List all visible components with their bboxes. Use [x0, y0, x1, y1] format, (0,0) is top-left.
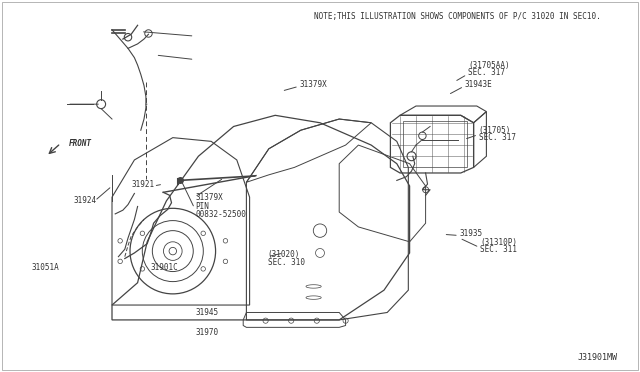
Text: (31310P): (31310P) — [480, 238, 517, 247]
Text: 00832-52500: 00832-52500 — [195, 210, 246, 219]
Text: 31935: 31935 — [460, 229, 483, 238]
Text: 31921: 31921 — [131, 180, 154, 189]
Text: (31705): (31705) — [479, 126, 511, 135]
Text: NOTE;THIS ILLUSTRATION SHOWS COMPONENTS OF P/C 31020 IN SEC10.: NOTE;THIS ILLUSTRATION SHOWS COMPONENTS … — [314, 12, 600, 21]
Text: J31901MW: J31901MW — [578, 353, 618, 362]
Text: FRONT: FRONT — [69, 139, 92, 148]
Text: (31020): (31020) — [268, 250, 300, 259]
Text: (31705AA): (31705AA) — [468, 61, 510, 70]
Text: 31945: 31945 — [195, 308, 218, 317]
Text: 31379X: 31379X — [195, 193, 223, 202]
Text: 31943E: 31943E — [465, 80, 492, 89]
Text: 31051A: 31051A — [32, 263, 60, 272]
Text: SEC. 310: SEC. 310 — [268, 258, 305, 267]
Text: 31970: 31970 — [195, 328, 218, 337]
Text: SEC. 311: SEC. 311 — [480, 246, 517, 254]
Text: 31924: 31924 — [74, 196, 97, 205]
Text: SEC. 317: SEC. 317 — [468, 68, 506, 77]
Text: SEC. 317: SEC. 317 — [479, 133, 516, 142]
Text: 31901C: 31901C — [150, 263, 178, 272]
Text: PIN: PIN — [195, 202, 209, 211]
Text: 31379X: 31379X — [300, 80, 327, 89]
